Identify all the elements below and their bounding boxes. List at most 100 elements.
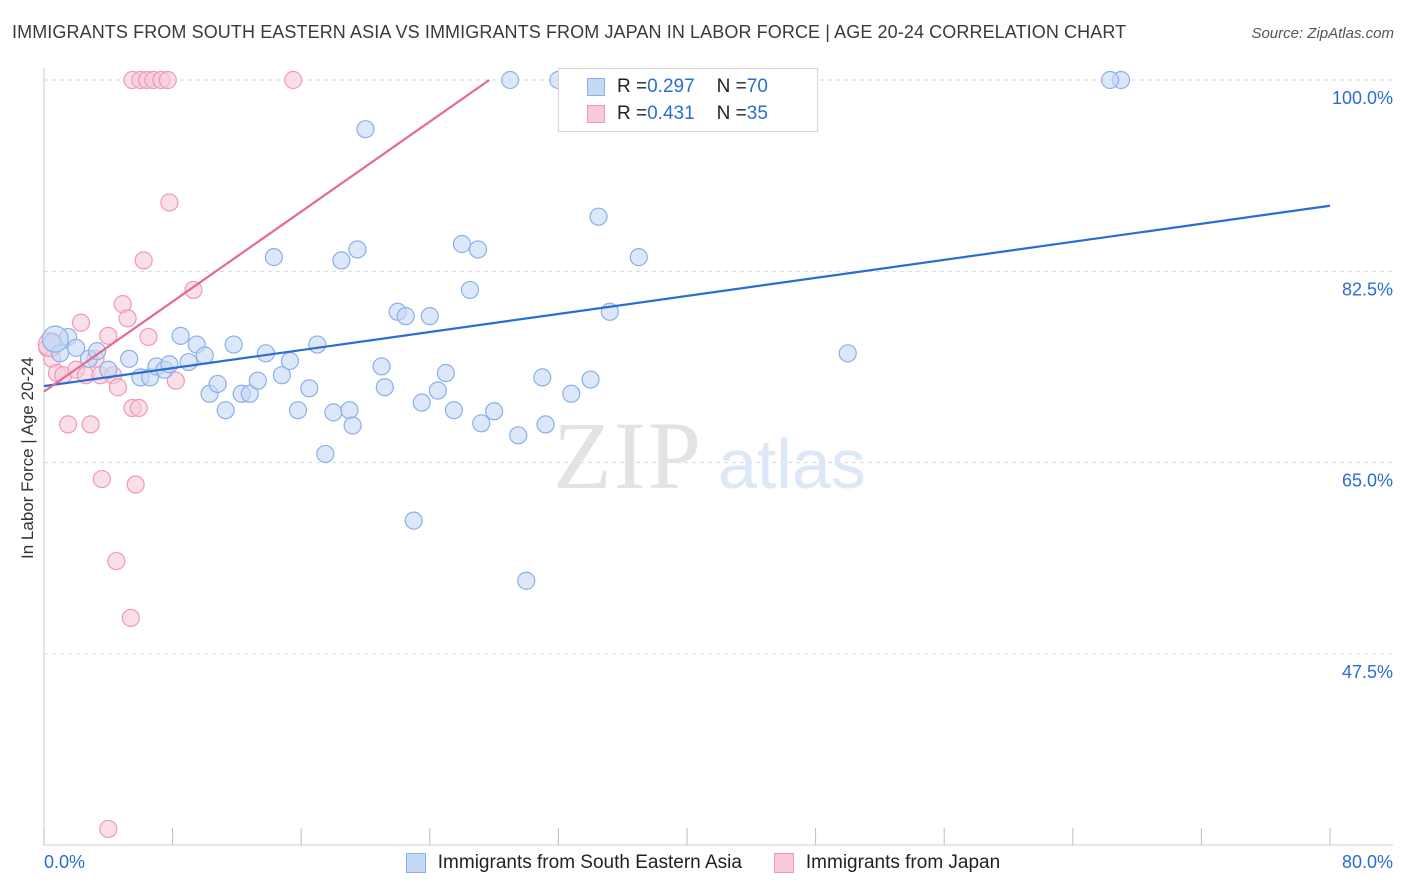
sea-point	[272, 366, 292, 385]
sea-point	[308, 335, 327, 354]
y-tick-label: 100.0%	[1332, 88, 1393, 108]
series-legend: Immigrants from South Eastern Asia Immig…	[0, 852, 1406, 874]
sea-point	[428, 381, 447, 400]
japan-point	[166, 371, 185, 390]
sea-swatch	[587, 78, 605, 96]
r-value: 0.431	[647, 103, 695, 124]
r-value: 0.297	[647, 76, 695, 97]
japan-point	[92, 469, 111, 489]
sea-point	[629, 248, 648, 267]
sea-point	[452, 234, 472, 254]
sea-point	[332, 251, 351, 270]
sea-point	[396, 307, 415, 326]
japan-point	[284, 70, 303, 90]
sea-point	[375, 378, 394, 397]
sea-point	[404, 511, 423, 530]
sea-swatch	[405, 853, 426, 873]
sea-point	[485, 402, 504, 421]
japan-point	[184, 280, 203, 300]
series-japan-points	[37, 70, 303, 839]
sea-point	[99, 360, 118, 379]
trend-lines	[43, 79, 1331, 393]
sea-point	[533, 368, 552, 387]
japan-point	[59, 415, 78, 434]
sea-point	[838, 344, 857, 363]
japan-point	[139, 327, 158, 347]
sea-point	[509, 426, 528, 445]
japan-point	[158, 70, 177, 90]
sea-point	[280, 351, 300, 371]
sea-point	[436, 363, 455, 383]
sea-point	[208, 374, 227, 394]
source-credit: Source: ZipAtlas.com	[1251, 25, 1394, 42]
sea-point	[240, 384, 259, 403]
x-tick-min: 0.0%	[44, 852, 86, 872]
sea-point	[356, 120, 375, 139]
legend-item-japan[interactable]: Immigrants from Japan	[773, 852, 1001, 874]
n-value: 35	[746, 103, 768, 124]
series-sea-points	[41, 70, 1131, 590]
sea-point	[216, 401, 235, 420]
watermark-zip: ZIP	[553, 402, 703, 509]
japan-point	[129, 398, 148, 418]
sea-point	[179, 352, 198, 372]
sea-point	[224, 335, 243, 354]
sea-point	[300, 379, 319, 398]
japan-point	[71, 313, 91, 332]
sea-point	[562, 384, 581, 403]
sea-point	[340, 401, 359, 420]
japan-swatch	[773, 853, 794, 873]
sea-point	[589, 207, 608, 226]
sea-trend-line	[43, 204, 1331, 388]
sea-point	[468, 240, 488, 259]
r-label: R =	[617, 76, 648, 97]
sea-point	[581, 370, 600, 389]
japan-point	[126, 475, 145, 494]
n-label: N =	[716, 103, 747, 124]
sea-point	[41, 325, 69, 353]
legend-label-sea: Immigrants from South Eastern Asia	[437, 852, 742, 873]
r-label: R =	[617, 103, 648, 124]
sea-point	[87, 342, 107, 361]
sea-point	[120, 349, 139, 368]
chart-title: IMMIGRANTS FROM SOUTH EASTERN ASIA VS IM…	[12, 22, 1127, 42]
sea-point	[412, 393, 431, 412]
japan-swatch	[587, 105, 605, 123]
sea-point	[517, 571, 536, 590]
sea-point	[195, 346, 214, 365]
japan-trend-line	[43, 79, 490, 393]
legend-item-sea[interactable]: Immigrants from South Eastern Asia	[405, 852, 742, 874]
japan-point	[118, 309, 137, 328]
japan-point	[108, 378, 128, 397]
sea-point	[324, 403, 343, 422]
japan-point	[99, 326, 118, 345]
japan-point	[160, 193, 179, 212]
sea-point	[420, 307, 439, 326]
sea-point	[171, 326, 190, 345]
sea-point	[501, 70, 520, 90]
legend-label-japan: Immigrants from Japan	[805, 852, 1001, 873]
x-tick-max: 80.0%	[1341, 852, 1393, 872]
sea-point	[67, 338, 86, 357]
sea-point	[264, 248, 283, 267]
japan-point	[107, 551, 126, 571]
sea-point	[316, 444, 335, 464]
japan-point	[121, 608, 140, 628]
watermark-atlas: atlas	[718, 425, 866, 503]
sea-point	[472, 414, 491, 433]
watermark: ZIP atlas	[553, 402, 866, 509]
y-tick-label: 65.0%	[1342, 471, 1393, 491]
sea-point	[1100, 70, 1120, 90]
sea-point	[248, 371, 267, 390]
sea-point	[444, 401, 464, 420]
sea-point	[348, 240, 367, 259]
japan-point	[99, 819, 118, 839]
japan-point	[134, 251, 153, 270]
y-tick-label: 47.5%	[1342, 662, 1393, 682]
sea-point	[460, 280, 480, 300]
y-tick-label: 82.5%	[1342, 279, 1393, 299]
axes	[43, 68, 1393, 846]
stats-legend-row-japan: R = 0.431 N = 35	[587, 102, 768, 126]
grid-lines	[44, 79, 1393, 655]
